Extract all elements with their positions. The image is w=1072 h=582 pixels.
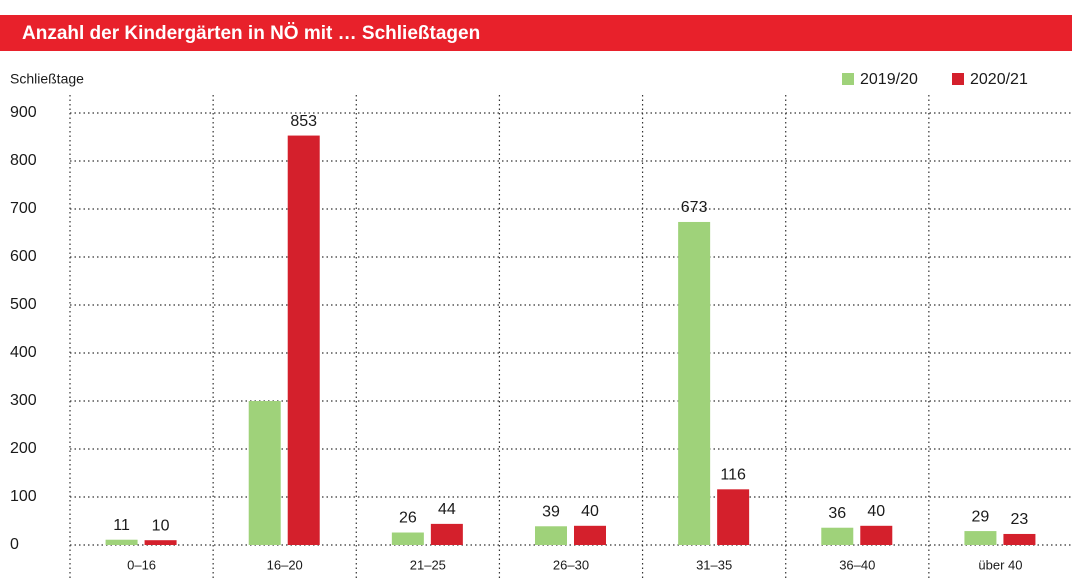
y-tick-label: 300 <box>10 392 37 409</box>
x-tick-label: 26–30 <box>553 557 589 572</box>
x-tick-label: 0–16 <box>127 557 156 572</box>
y-axis-label: Schließtage <box>10 71 84 87</box>
title-bar <box>0 15 1072 51</box>
y-tick-label: 100 <box>10 488 37 505</box>
y-tick-label: 900 <box>10 104 37 121</box>
data-label: 10 <box>152 517 170 534</box>
data-label: 29 <box>972 508 990 525</box>
data-label: 23 <box>1011 511 1029 528</box>
y-tick-label: 0 <box>10 536 19 553</box>
legend-label: 2020/21 <box>970 71 1028 88</box>
bar <box>144 540 177 545</box>
bar <box>391 532 424 545</box>
data-label: 40 <box>581 503 599 520</box>
bar <box>964 531 997 545</box>
legend-label: 2019/20 <box>860 71 918 88</box>
x-tick-label: 21–25 <box>410 557 446 572</box>
legend-swatch <box>952 73 964 85</box>
bar <box>430 523 463 545</box>
data-label: 44 <box>438 501 456 518</box>
data-label: 40 <box>867 503 885 520</box>
data-label: 673 <box>681 199 708 216</box>
bar <box>287 135 320 545</box>
x-tick-label: 36–40 <box>839 557 875 572</box>
chart-title: Anzahl der Kindergärten in NÖ mit … Schl… <box>22 23 480 44</box>
y-tick-label: 700 <box>10 200 37 217</box>
bar <box>574 525 606 545</box>
y-tick-label: 400 <box>10 344 37 361</box>
bar <box>860 525 893 545</box>
data-label: 853 <box>290 113 317 130</box>
bar <box>678 221 711 545</box>
bar <box>248 401 281 545</box>
y-tick-label: 200 <box>10 440 37 457</box>
bar <box>1003 533 1036 545</box>
bar <box>535 526 567 545</box>
x-tick-label: 31–35 <box>696 557 732 572</box>
bar <box>105 539 138 545</box>
y-tick-label: 800 <box>10 152 37 169</box>
y-tick-label: 500 <box>10 296 37 313</box>
x-tick-label: 16–20 <box>267 557 303 572</box>
bar <box>717 489 750 545</box>
y-tick-label: 600 <box>10 248 37 265</box>
x-tick-label: über 40 <box>978 557 1022 572</box>
data-label: 39 <box>542 503 560 520</box>
bar <box>821 527 854 545</box>
legend-swatch <box>842 73 854 85</box>
data-label: 116 <box>720 467 746 484</box>
data-label: 11 <box>113 517 130 534</box>
data-label: 26 <box>399 510 417 527</box>
data-label: 36 <box>828 505 846 522</box>
